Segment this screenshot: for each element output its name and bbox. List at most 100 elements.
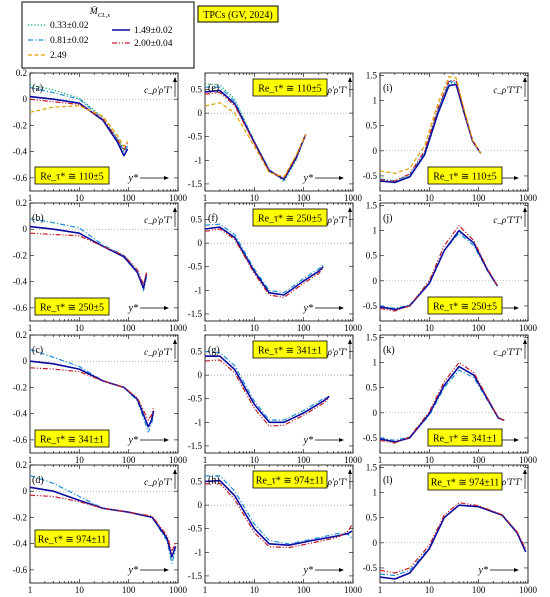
x-axis-label: y* <box>303 303 313 314</box>
y-axis-label: c_ρ'T'T' <box>493 85 523 95</box>
y-tick-label: 0.5 <box>366 121 378 131</box>
y-arrow-head <box>523 207 527 212</box>
x-tick-label: 100 <box>472 323 486 333</box>
x-arrow-head <box>514 438 519 442</box>
y-tick-label: 0.5 <box>191 477 203 487</box>
y-tick-label: 0.5 <box>366 251 378 261</box>
y-tick-label: -1 <box>195 155 203 165</box>
x-tick-label: 1 <box>28 585 33 595</box>
x-axis: 1 10 100 1000 <box>378 465 538 595</box>
y-tick-label: 0.5 <box>191 85 203 95</box>
x-tick-label: 1000 <box>519 323 538 333</box>
legend-label-m081: 0.81±0.02 <box>50 36 89 46</box>
legend-label-m149: 1.49±0.02 <box>134 26 173 36</box>
y-axis-label: c_ρ'ρ'T' <box>144 477 173 487</box>
y-axis: 0.2 0 -0.2 -0.4 -0.6 <box>13 198 178 313</box>
y-arrow-head <box>523 339 527 344</box>
tpc-label-box <box>197 5 279 23</box>
x-tick-label: 10 <box>250 455 260 465</box>
panel-k: 11010010001.510.50-0.5(k)c_ρ'T'T'y*Re_τ*… <box>363 333 538 465</box>
y-tick-label: -0.2 <box>13 250 27 260</box>
panel-tag: (i) <box>383 83 392 94</box>
x-tick-label: 100 <box>122 323 136 333</box>
series-line-m149 <box>29 225 148 289</box>
re-label-box <box>427 428 503 447</box>
series-line-m249 <box>29 105 129 147</box>
y-tick-label: 0 <box>373 408 378 418</box>
y-tick-label: 0 <box>198 370 203 380</box>
y-axis-label: c_ρ'ρ'T' <box>144 215 173 225</box>
panel-g: 1 10 100 1000 0.5 0 -0.5 -1 -1.5 (g) c_ρ'ρ'T' y* Re_… <box>188 334 363 465</box>
re-label-text: Re_τ* ≅ 250±5 <box>40 303 104 314</box>
x-tick-label: 100 <box>297 585 311 595</box>
y-arrow-head <box>173 339 177 344</box>
panel-d: 1 10 100 1000 0.2 0 -0.2 -0.4 -0.6 (d) c_ρ'ρ'T' y* R… <box>13 460 188 595</box>
x-tick-label: 10 <box>75 455 85 465</box>
y-tick-label: 0.5 <box>191 347 203 357</box>
re-label-box <box>34 297 110 316</box>
y-axis: 0.5 0 -0.5 -1 -1.5 <box>188 85 353 189</box>
x-arrow-head <box>514 568 519 572</box>
y-tick-label: 0 <box>198 108 203 118</box>
x-tick-label: 1000 <box>519 585 538 595</box>
y-tick-label: -0.6 <box>13 173 28 183</box>
x-arrow-head <box>164 438 169 442</box>
series-line-m149 <box>205 355 330 424</box>
x-tick-label: 1 <box>203 585 208 595</box>
series-line-m200 <box>29 367 155 421</box>
legend-frame <box>21 1 195 69</box>
x-tick-label: 10 <box>75 585 85 595</box>
panel-tag: (b) <box>32 213 44 224</box>
re-label-text: Re_τ* ≅ 341±1 <box>433 434 497 445</box>
y-tick-label: -0.6 <box>13 565 28 575</box>
series-line-m149 <box>29 95 129 157</box>
y-tick-label: 0 <box>373 276 378 286</box>
y-arrow-head <box>173 207 177 212</box>
y-arrow-head <box>523 469 527 474</box>
series-line-m200 <box>379 79 482 182</box>
y-tick-label: 0.2 <box>16 198 27 208</box>
series-line-m081 <box>29 86 129 153</box>
y-tick-label: 1.5 <box>366 201 378 211</box>
series-line-m081 <box>204 350 330 421</box>
x-tick-label: 100 <box>472 193 486 203</box>
series-line-m200 <box>29 494 177 553</box>
y-tick-label: 1 <box>373 96 378 106</box>
x-axis: 1 10 100 1000 <box>203 203 363 333</box>
series-line-m200 <box>379 225 498 312</box>
tpc-label: TPCs (GV, 2024) <box>197 5 279 23</box>
y-tick-label: 1 <box>373 358 378 368</box>
re-label-text: Re_τ* ≅ 341±1 <box>258 346 322 357</box>
y-tick-label: 0.2 <box>16 330 27 340</box>
x-tick-label: 10 <box>250 323 260 333</box>
y-axis-label: c_ρ'ρ'T' <box>319 477 348 487</box>
y-axis-label: c_ρ'ρ'T' <box>144 347 173 357</box>
y-tick-label: -0.5 <box>363 433 378 443</box>
y-tick-label: -0.5 <box>188 394 203 404</box>
x-axis: 1 10 100 1000 <box>28 73 188 203</box>
y-tick-label: 0.2 <box>16 68 27 78</box>
x-axis-label: y* <box>128 435 138 446</box>
y-axis-label: c_ρ'T'T' <box>493 215 523 225</box>
y-tick-label: -0.2 <box>13 120 27 130</box>
x-tick-label: 100 <box>122 585 136 595</box>
y-tick-label: 0 <box>23 356 28 366</box>
tpc-label-text: TPCs (GV, 2024) <box>203 10 273 21</box>
y-axis: 1.5 1 0.5 0 -0.5 <box>363 201 528 311</box>
y-tick-label: -0.5 <box>188 262 203 272</box>
x-tick-label: 100 <box>297 455 311 465</box>
y-tick-label: 0 <box>373 538 378 548</box>
x-axis-label: y* <box>303 173 313 184</box>
x-tick-label: 1 <box>203 193 208 203</box>
y-tick-label: -1.5 <box>188 179 203 189</box>
series-line-m249 <box>204 102 307 178</box>
legend-items: 0.33±0.02 0.81±0.02 2.49 1.49±0.02 2.00±0.04 <box>28 21 173 61</box>
x-arrow-head <box>164 176 169 180</box>
panel-tag: (h) <box>208 475 220 486</box>
x-tick-label: 100 <box>472 585 486 595</box>
y-arrow-head <box>348 77 352 82</box>
x-axis-label: y* <box>128 565 138 576</box>
re-label-text: Re_τ* ≅ 974±11 <box>38 535 107 546</box>
re-label-text: Re_τ* ≅ 250±5 <box>258 214 322 225</box>
x-tick-label: 10 <box>425 193 435 203</box>
